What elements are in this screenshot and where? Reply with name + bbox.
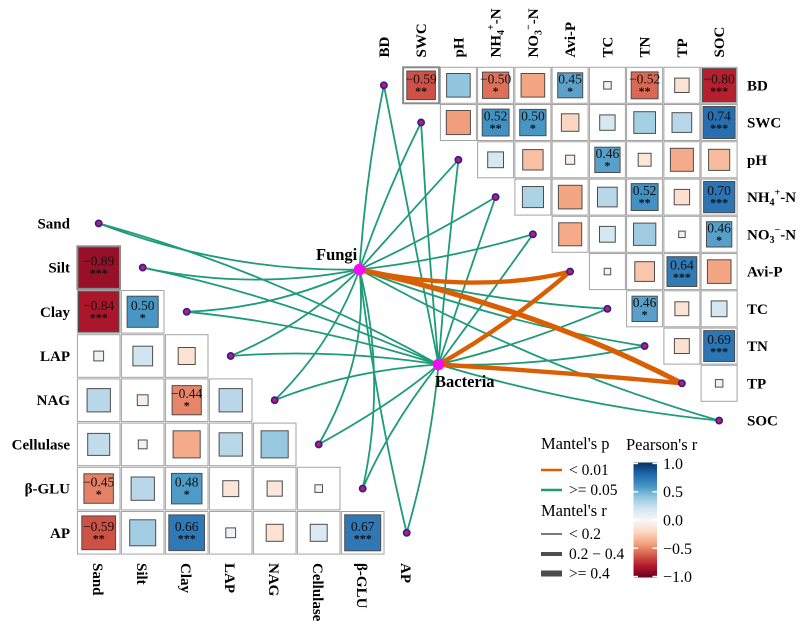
svg-text:Clay: Clay: [40, 305, 71, 321]
svg-text:0.74: 0.74: [707, 109, 731, 124]
svg-text:*: *: [567, 84, 573, 98]
svg-text:< 0.01: < 0.01: [569, 462, 609, 479]
svg-text:TN: TN: [747, 339, 768, 355]
svg-text:>= 0.4: >= 0.4: [569, 566, 610, 583]
svg-text:−0.89: −0.89: [83, 254, 114, 269]
svg-text:>= 0.05: >= 0.05: [569, 482, 618, 499]
svg-text:−0.59: −0.59: [405, 71, 436, 86]
svg-text:***: ***: [710, 121, 728, 135]
svg-text:0.0: 0.0: [663, 513, 683, 530]
svg-text:pH: pH: [451, 37, 467, 57]
svg-text:Bacteria: Bacteria: [435, 372, 495, 391]
svg-text:TP: TP: [675, 38, 691, 57]
svg-text:NO3−-N: NO3−-N: [523, 8, 544, 57]
svg-text:0.52: 0.52: [633, 183, 657, 198]
svg-text:**: **: [639, 84, 651, 98]
svg-text:NAG: NAG: [37, 393, 71, 409]
svg-text:***: ***: [673, 270, 691, 284]
svg-text:β-GLU: β-GLU: [353, 563, 369, 609]
svg-text:***: ***: [710, 345, 728, 359]
svg-text:−0.80: −0.80: [703, 71, 734, 86]
svg-text:−0.52: −0.52: [629, 71, 660, 86]
svg-text:0.67: 0.67: [351, 519, 375, 534]
svg-text:*: *: [493, 84, 499, 98]
svg-text:AP: AP: [397, 563, 413, 583]
svg-text:LAP: LAP: [221, 563, 237, 593]
svg-text:SWC: SWC: [747, 116, 781, 132]
svg-text:NH4+-N: NH4+-N: [486, 8, 507, 57]
svg-text:0.50: 0.50: [131, 298, 155, 313]
svg-text:0.70: 0.70: [707, 183, 731, 198]
svg-text:Avi-P: Avi-P: [747, 265, 783, 281]
svg-text:0.66: 0.66: [175, 519, 199, 534]
svg-text:0.45: 0.45: [558, 71, 582, 86]
svg-text:0.64: 0.64: [670, 258, 694, 273]
svg-text:Sand: Sand: [89, 563, 105, 596]
svg-text:Mantel's r: Mantel's r: [541, 501, 607, 520]
svg-text:Clay: Clay: [177, 563, 193, 594]
svg-text:TP: TP: [747, 376, 766, 392]
svg-text:TC: TC: [600, 37, 616, 58]
svg-text:Avi-P: Avi-P: [563, 22, 579, 58]
svg-text:TN: TN: [638, 36, 654, 57]
svg-text:SOC: SOC: [747, 414, 778, 430]
svg-text:< 0.2: < 0.2: [569, 526, 601, 543]
svg-text:***: ***: [90, 310, 108, 324]
svg-text:***: ***: [178, 531, 196, 545]
svg-text:Fungi: Fungi: [316, 245, 358, 264]
svg-text:β-GLU: β-GLU: [25, 482, 71, 498]
svg-text:0.46: 0.46: [596, 146, 620, 161]
svg-text:−1.0: −1.0: [663, 569, 692, 586]
svg-text:AP: AP: [50, 526, 70, 542]
svg-text:pH: pH: [747, 153, 767, 169]
svg-text:*: *: [184, 399, 190, 413]
svg-text:***: ***: [710, 84, 728, 98]
svg-text:LAP: LAP: [40, 349, 70, 365]
svg-text:−0.45: −0.45: [83, 475, 114, 490]
svg-text:***: ***: [90, 266, 108, 280]
svg-text:0.50: 0.50: [521, 109, 545, 124]
svg-text:0.46: 0.46: [707, 220, 731, 235]
svg-text:SOC: SOC: [712, 27, 728, 58]
svg-text:−0.44: −0.44: [171, 386, 202, 401]
svg-text:NO3−-N: NO3−-N: [747, 225, 796, 246]
svg-text:NAG: NAG: [265, 563, 281, 597]
svg-text:TC: TC: [747, 302, 768, 318]
svg-text:Pearson's r: Pearson's r: [626, 435, 698, 454]
svg-text:**: **: [93, 531, 105, 545]
svg-text:*: *: [530, 121, 536, 135]
svg-text:***: ***: [354, 531, 372, 545]
svg-text:BD: BD: [377, 36, 393, 57]
svg-text:Cellulase: Cellulase: [12, 437, 71, 453]
svg-text:Mantel's p: Mantel's p: [541, 434, 610, 453]
svg-text:−0.59: −0.59: [83, 519, 114, 534]
svg-text:*: *: [184, 487, 190, 501]
svg-text:*: *: [140, 310, 146, 324]
svg-text:*: *: [604, 158, 610, 172]
svg-text:**: **: [639, 196, 651, 210]
svg-text:−0.5: −0.5: [663, 541, 692, 558]
svg-text:*: *: [716, 233, 722, 247]
svg-text:0.69: 0.69: [707, 332, 731, 347]
svg-text:***: ***: [710, 196, 728, 210]
svg-text:**: **: [490, 121, 502, 135]
svg-text:−0.50: −0.50: [480, 71, 511, 86]
svg-text:Sand: Sand: [37, 216, 70, 232]
svg-text:*: *: [642, 307, 648, 321]
svg-text:−0.84: −0.84: [83, 298, 114, 313]
svg-text:Silt: Silt: [48, 261, 70, 277]
svg-text:0.2 − 0.4: 0.2 − 0.4: [569, 546, 624, 563]
svg-text:0.52: 0.52: [484, 109, 508, 124]
svg-text:**: **: [415, 84, 427, 98]
svg-text:BD: BD: [747, 78, 768, 94]
svg-text:SWC: SWC: [414, 23, 430, 57]
svg-text:Cellulase: Cellulase: [309, 563, 325, 622]
svg-text:0.46: 0.46: [633, 295, 657, 310]
svg-text:0.5: 0.5: [663, 484, 683, 501]
svg-text:Silt: Silt: [133, 563, 149, 585]
svg-text:NH4+-N: NH4+-N: [747, 188, 796, 209]
svg-text:1.0: 1.0: [663, 456, 683, 473]
svg-text:*: *: [96, 487, 102, 501]
svg-text:0.48: 0.48: [175, 475, 199, 490]
